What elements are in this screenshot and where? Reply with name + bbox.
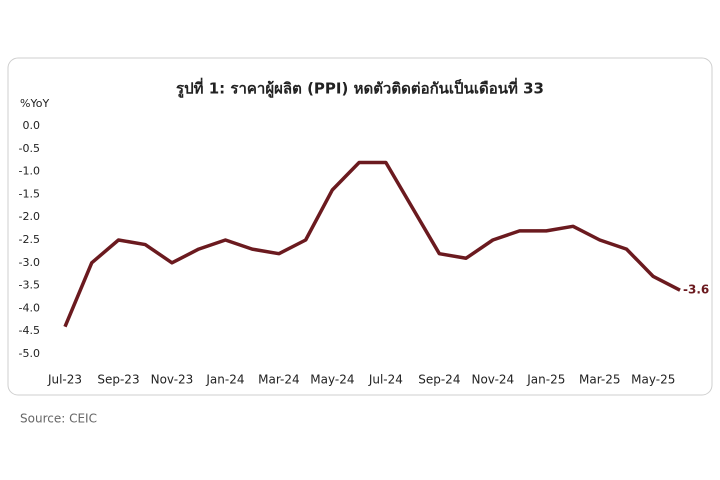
x-tick-label: May-24 <box>310 373 354 387</box>
source: Source: CEIC <box>20 412 97 426</box>
y-tick-label: -4.0 <box>19 301 40 314</box>
data-label: -3.6 <box>683 283 709 297</box>
y-tick-label: -3.0 <box>19 256 40 269</box>
x-tick-label: Sep-23 <box>97 373 139 387</box>
y-tick-label: -1.0 <box>19 165 40 178</box>
x-tick-label: Nov-24 <box>471 373 514 387</box>
x-tick-label: Mar-25 <box>579 373 620 387</box>
y-tick-label: -2.0 <box>19 210 40 223</box>
line <box>63 160 681 328</box>
x-tick-label: May-25 <box>631 373 675 387</box>
y-tick-label: -3.5 <box>19 279 40 292</box>
x-tick-label: Jan-25 <box>526 373 565 387</box>
chart-title: รูปที่ 1: ราคาผู้ผลิต (PPI) หดตัวติดต่อก… <box>176 78 544 99</box>
x-tick-label: Jan-24 <box>205 373 244 387</box>
x-tick-label: Jul-23 <box>47 373 82 387</box>
y-tick-label: -5.0 <box>19 347 40 360</box>
x-tick-label: Jul-24 <box>368 373 403 387</box>
y-tick-label: -0.5 <box>19 142 40 155</box>
y-axis-label: %YoY <box>20 97 49 110</box>
x-tick-label: Mar-24 <box>258 373 299 387</box>
x-tick-label: Nov-23 <box>151 373 194 387</box>
x-tick-label: Sep-24 <box>418 373 460 387</box>
y-tick-label: -2.5 <box>19 233 40 246</box>
y-tick-label: -4.5 <box>19 324 40 337</box>
y-tick-label: 0.0 <box>23 119 41 132</box>
frame <box>7 57 713 396</box>
y-tick-label: -1.5 <box>19 187 40 200</box>
